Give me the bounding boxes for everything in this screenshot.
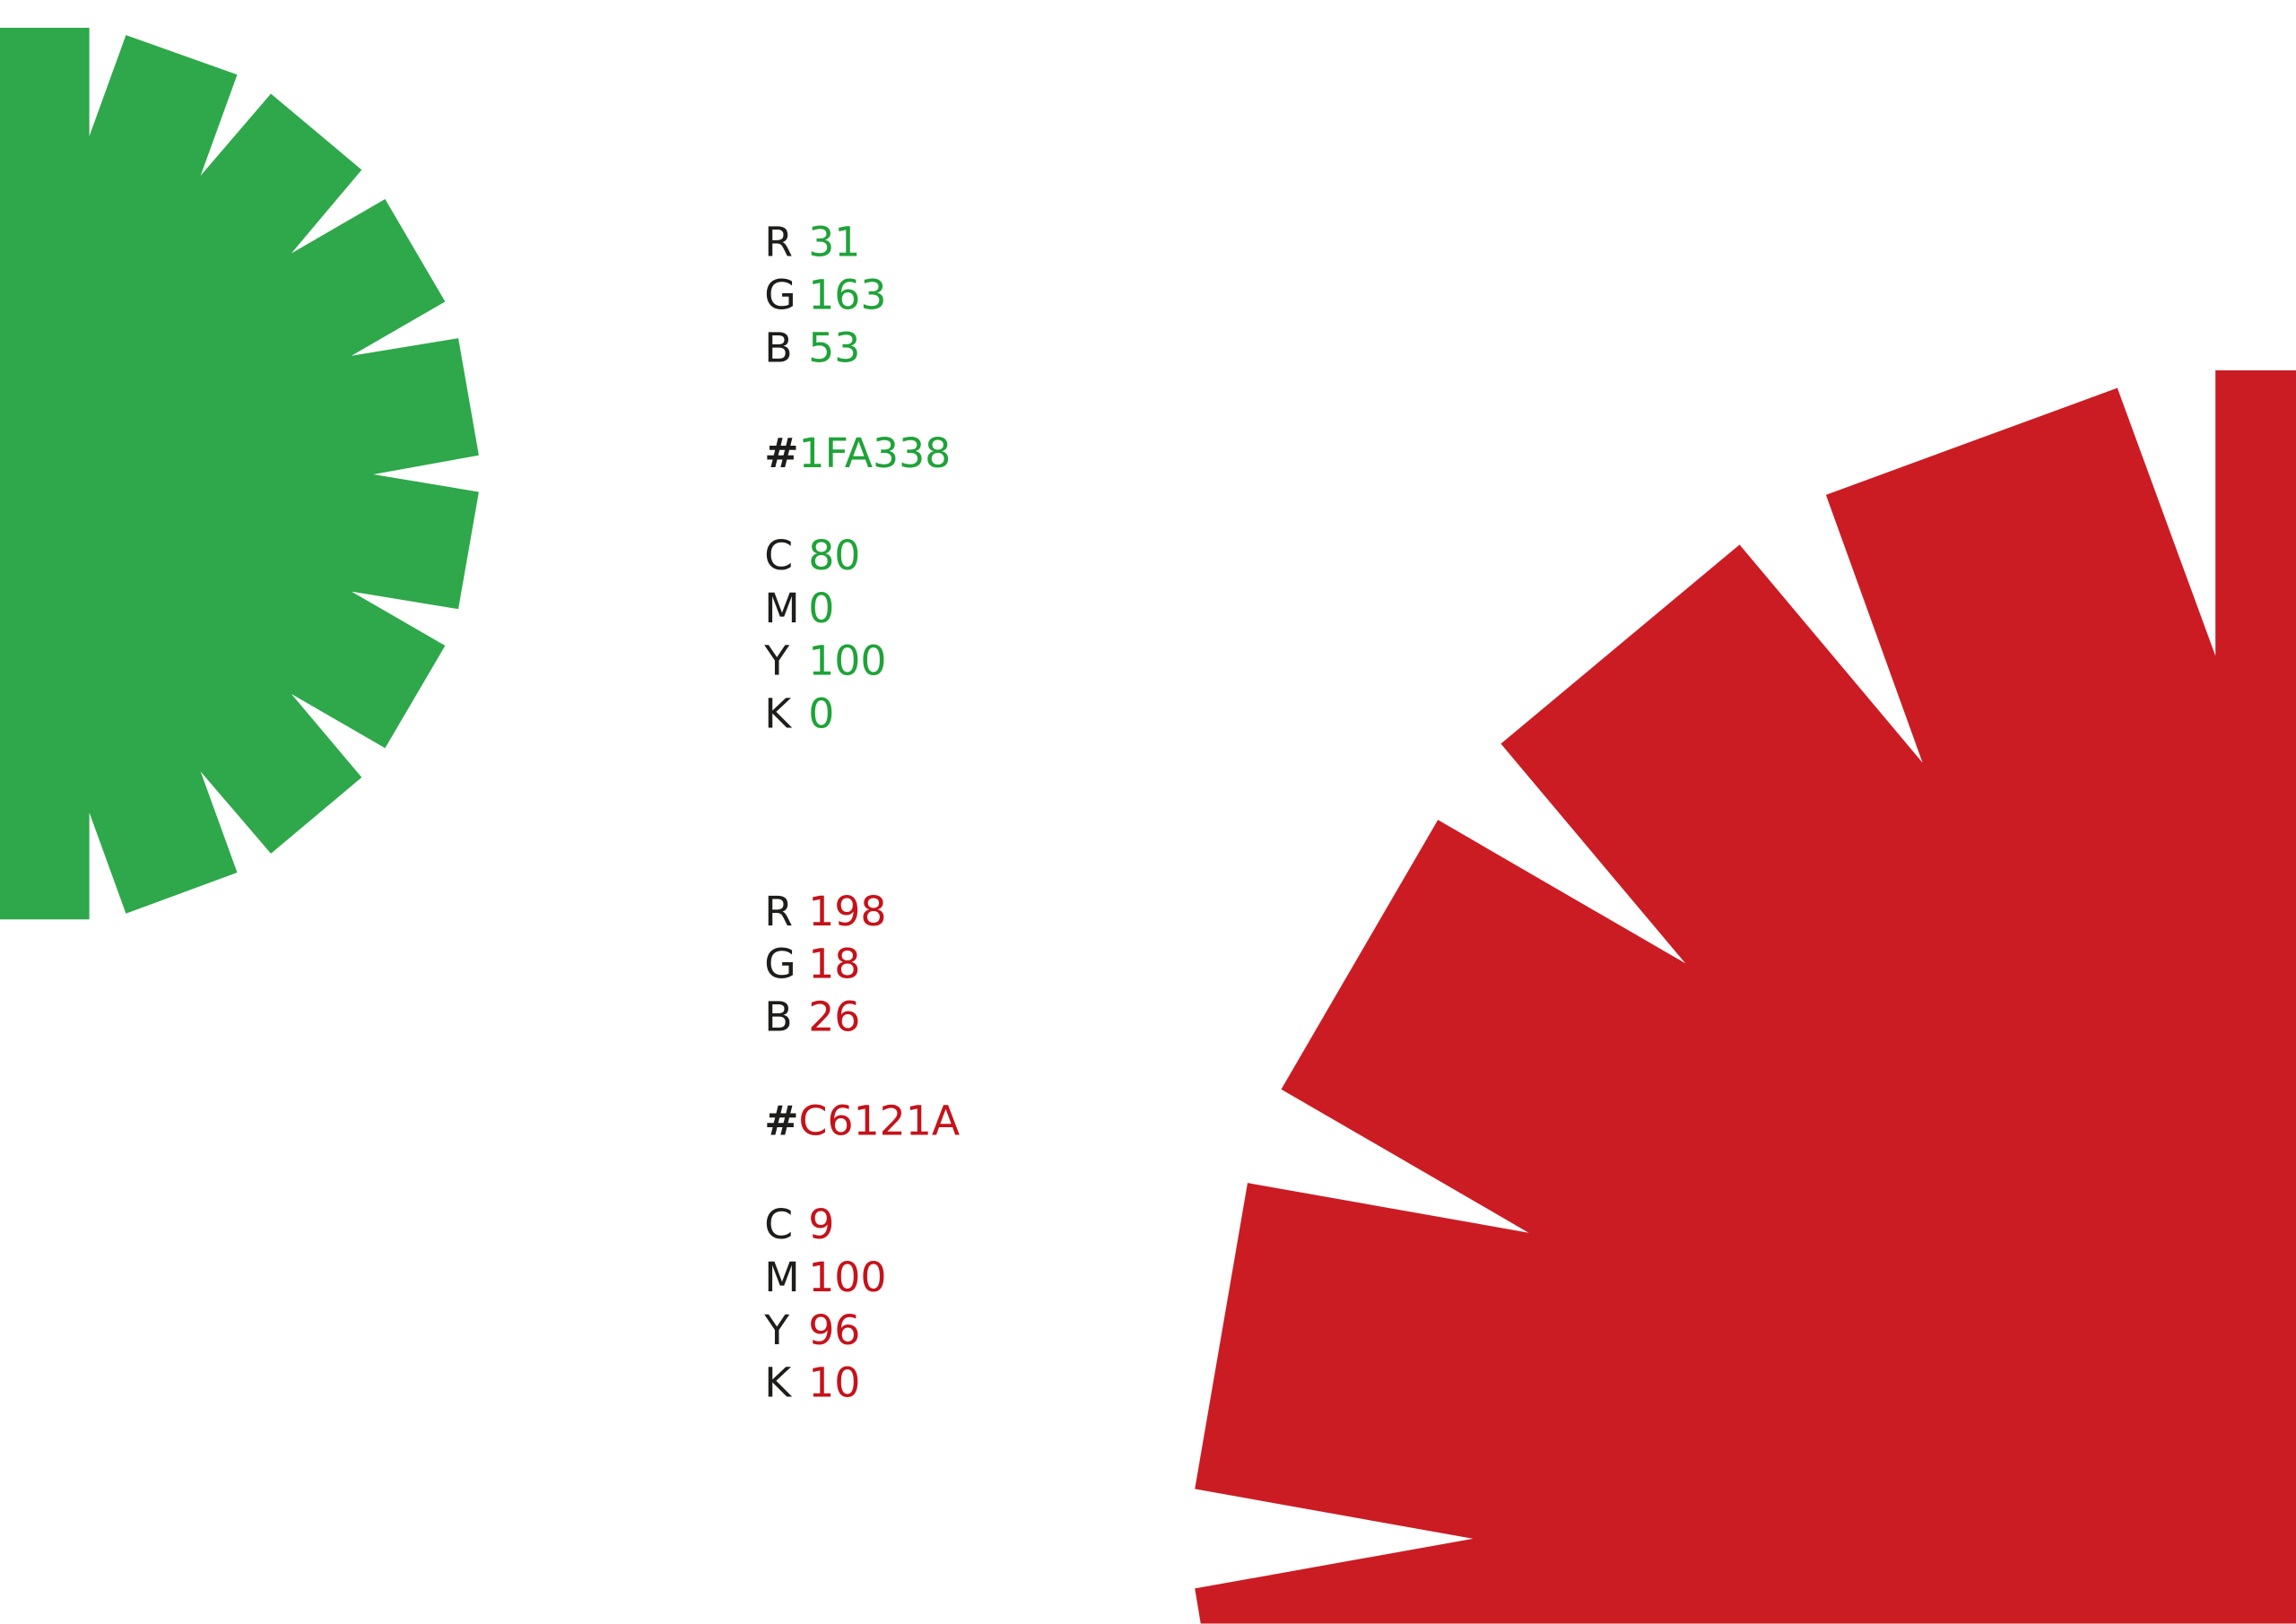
label: Y [764,637,790,686]
green-cmyk-y: Y 100 [764,636,886,689]
value: 18 [808,940,861,989]
value: 10 [808,1359,861,1407]
label: B [764,323,793,372]
value: 26 [808,992,861,1041]
red-rgb-r: R 198 [764,886,886,939]
value: 100 [808,637,887,686]
value: 53 [808,323,861,372]
hash: # [764,429,799,478]
value: 0 [808,584,835,633]
red-hex: #C6121A [764,1095,960,1148]
red-cmyk-m: M 100 [764,1252,886,1305]
label: C [764,1200,794,1249]
green-rgb-r: R 31 [764,217,860,270]
value: 163 [808,271,887,319]
label: M [764,1253,800,1302]
label: B [764,992,793,1041]
label: Y [764,1306,790,1355]
label: G [764,271,796,319]
green-rgb-g: G 163 [764,269,886,322]
value: 1FA338 [798,429,952,478]
green-rgb-b: B 53 [764,322,860,375]
green-cmyk-c: C 80 [764,530,860,583]
value: 96 [808,1306,861,1355]
label: C [764,531,794,580]
label: R [764,218,794,267]
label: K [764,689,792,738]
red-cmyk-k: K 10 [764,1357,860,1410]
hash: # [764,1096,799,1145]
green-hex: #1FA338 [764,428,951,481]
red-cmyk-y: Y 96 [764,1305,860,1358]
value: 31 [808,218,861,267]
green-sunburst-shape [0,28,479,920]
red-rgb-g: G 18 [764,939,860,992]
red-sunburst-shape [1195,370,2296,1624]
red-rgb-b: B 26 [764,991,860,1044]
label: G [764,940,796,989]
label: R [764,887,794,936]
value: 9 [808,1200,835,1249]
label: M [764,584,800,633]
value: 100 [808,1253,887,1302]
value: 80 [808,531,861,580]
value: 198 [808,887,887,936]
label: K [764,1359,792,1407]
value: 0 [808,689,835,738]
value: C6121A [798,1096,961,1145]
